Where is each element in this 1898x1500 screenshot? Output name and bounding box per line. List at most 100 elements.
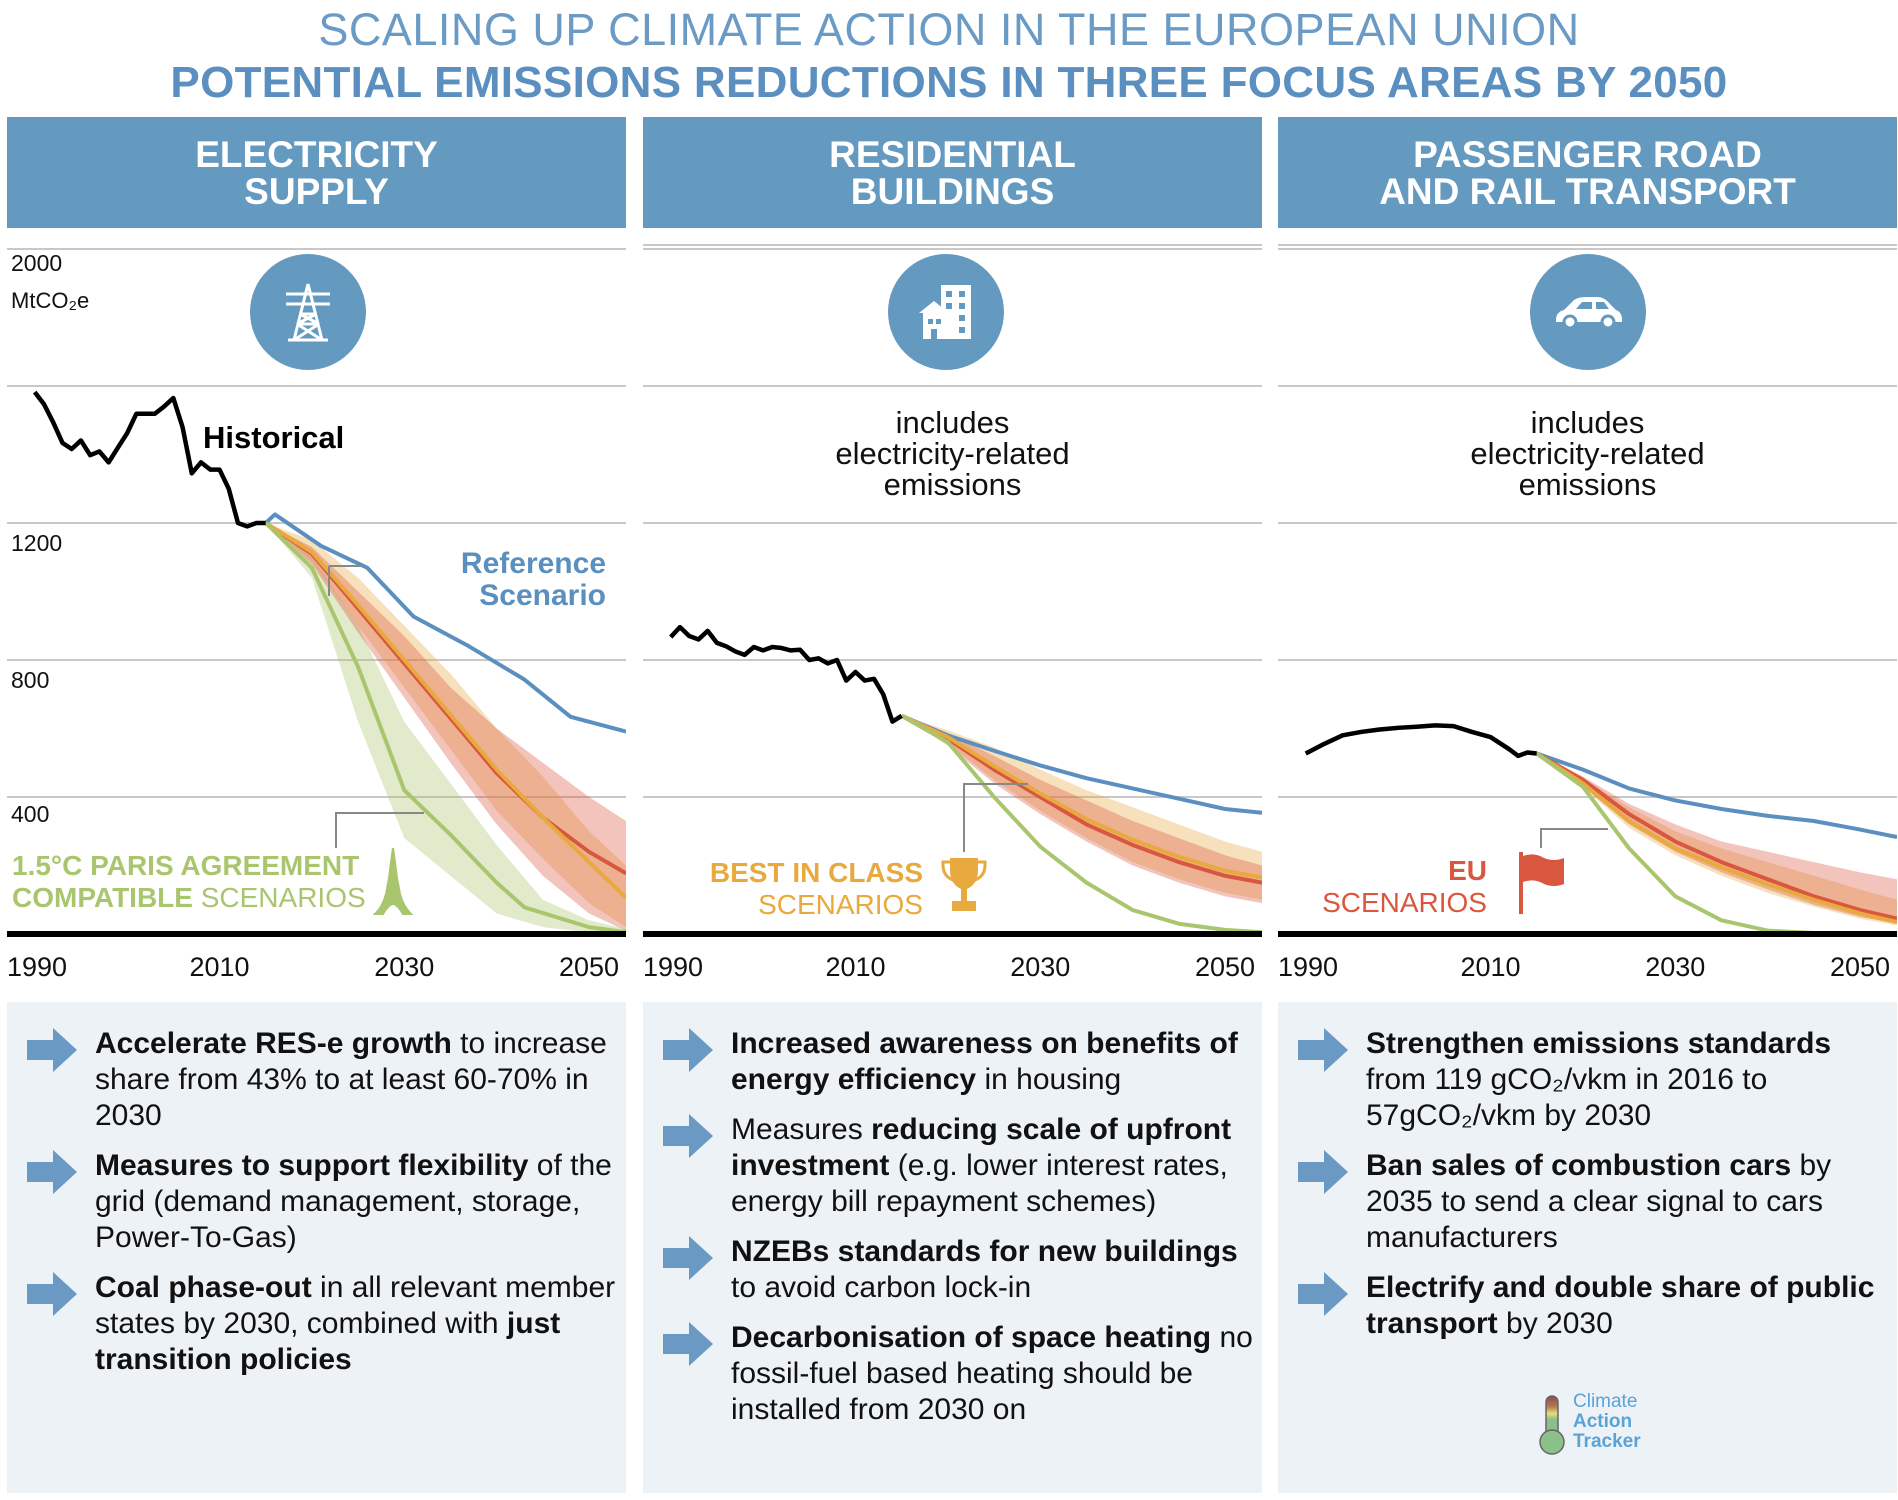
historical-label: Historical bbox=[203, 420, 345, 455]
reference-line bbox=[900, 713, 1262, 815]
eiffel-tower-icon bbox=[373, 848, 413, 915]
measures-panel: Increased awareness on benefits of energ… bbox=[643, 1002, 1262, 1493]
header-line: BUILDINGS bbox=[850, 170, 1055, 212]
title-line-1: SCALING UP CLIMATE ACTION IN THE EUROPEA… bbox=[318, 4, 1580, 55]
trophy-icon bbox=[941, 858, 987, 911]
logo-text: Action bbox=[1573, 1411, 1633, 1432]
measure-item: Electrify and double share of public tra… bbox=[1298, 1270, 1888, 1342]
chart bbox=[643, 244, 1262, 937]
scenario-line bbox=[900, 714, 1262, 935]
historical-line bbox=[32, 390, 266, 529]
measure-item: Increased awareness on benefits of energ… bbox=[663, 1026, 1253, 1098]
measure-item: Decarbonisation of space heating no foss… bbox=[663, 1320, 1253, 1428]
scenario-line bbox=[1535, 751, 1897, 924]
arrow-right-icon bbox=[663, 1114, 713, 1158]
measure-text-bold: just transition policies bbox=[95, 1307, 561, 1376]
arrow-right-icon bbox=[663, 1322, 713, 1366]
x-tick-label: 2050 bbox=[1194, 952, 1256, 982]
arrow-right-icon bbox=[27, 1272, 77, 1316]
reference-label-line: Reference bbox=[460, 547, 606, 580]
measure-text: Electrify and double share of public tra… bbox=[1366, 1270, 1891, 1342]
measure-text-bold: Electrify and double share of public tra… bbox=[1366, 1271, 1875, 1340]
measure-text-bold: Strengthen emissions standards bbox=[1366, 1027, 1832, 1060]
label-light: SCENARIOS bbox=[1322, 887, 1487, 918]
measure-text-bold: Measures to support flexibility bbox=[95, 1149, 529, 1182]
scenario-band bbox=[265, 523, 626, 931]
arrow-right-icon bbox=[27, 1150, 77, 1194]
scenario-line bbox=[900, 714, 1262, 880]
panel-header: PASSENGER ROAD AND RAIL TRANSPORT bbox=[1278, 117, 1897, 228]
scenario-band bbox=[1536, 753, 1897, 926]
panel-passenger-transport: PASSENGER ROAD AND RAIL TRANSPORT includ… bbox=[1278, 0, 1897, 1500]
measure-text-regular: in housing bbox=[976, 1063, 1122, 1096]
reference-line bbox=[1536, 751, 1897, 840]
buildings-icon bbox=[888, 254, 1004, 370]
reference-label-line: Scenario bbox=[479, 579, 606, 612]
note-line: electricity-related bbox=[1470, 436, 1705, 471]
x-tick-label: 2010 bbox=[189, 952, 250, 982]
measure-item: Accelerate RES-e growth to increase shar… bbox=[27, 1026, 617, 1134]
y-tick-label: 2000 bbox=[11, 250, 63, 276]
chart bbox=[1278, 244, 1897, 937]
x-tick-label: 2010 bbox=[825, 952, 886, 982]
measure-text-bold: Increased awareness on benefits of energ… bbox=[731, 1027, 1238, 1096]
measure-text-regular: no fossil-fuel based heating should be i… bbox=[731, 1321, 1253, 1426]
measure-item: Ban sales of combustion cars by 2035 to … bbox=[1298, 1148, 1888, 1256]
panel-residential-buildings: RESIDENTIAL BUILDINGS includes electrici… bbox=[643, 0, 1262, 1500]
x-tick-label: 1990 bbox=[6, 952, 68, 982]
panel-header: RESIDENTIAL BUILDINGS bbox=[643, 117, 1262, 228]
measure-text: Measures reducing scale of upfront inves… bbox=[731, 1112, 1256, 1220]
label-line: 1.5°C PARIS AGREEMENT bbox=[12, 850, 360, 881]
power-pylon-icon bbox=[250, 254, 366, 370]
measure-item: Measures to support flexibility of the g… bbox=[27, 1148, 617, 1256]
scenario-line bbox=[264, 521, 626, 935]
measure-text-regular: to increase share from 43% to at least 6… bbox=[95, 1027, 607, 1132]
label-bold: COMPATIBLE bbox=[12, 882, 193, 913]
label-bold: BEST IN CLASS bbox=[709, 857, 923, 888]
measure-text: Accelerate RES-e growth to increase shar… bbox=[95, 1026, 620, 1134]
logo-text: Tracker bbox=[1573, 1431, 1641, 1452]
panel-header: ELECTRICITY SUPPLY bbox=[7, 117, 626, 228]
note-line: includes bbox=[1530, 405, 1645, 440]
electricity-note: includes electricity-related emissions bbox=[643, 407, 1262, 500]
measure-text-bold: Coal phase-out bbox=[95, 1271, 312, 1304]
y-tick-label: 1200 bbox=[11, 530, 63, 556]
header-line: RESIDENTIAL bbox=[829, 133, 1076, 175]
arrow-right-icon bbox=[1298, 1028, 1348, 1072]
arrow-right-icon bbox=[1298, 1150, 1348, 1194]
arrow-right-icon bbox=[663, 1028, 713, 1072]
leader-line bbox=[335, 812, 424, 848]
header-line: PASSENGER ROAD bbox=[1413, 133, 1762, 175]
measure-text-regular: (e.g. lower interest rates, energy bill … bbox=[731, 1149, 1228, 1218]
x-tick-label: 2030 bbox=[1010, 952, 1071, 982]
measure-text-regular: of the grid (demand management, storage,… bbox=[95, 1149, 612, 1254]
x-tick-label: 2050 bbox=[1829, 952, 1891, 982]
x-tick-label: 2010 bbox=[1460, 952, 1521, 982]
header-line: AND RAIL TRANSPORT bbox=[1379, 170, 1796, 212]
title-line-2: POTENTIAL EMISSIONS REDUCTIONS IN THREE … bbox=[170, 58, 1728, 107]
best-in-class-label: BEST IN CLASS SCENARIOS bbox=[710, 857, 923, 921]
leader-line bbox=[1540, 828, 1608, 848]
note-line: electricity-related bbox=[835, 436, 1070, 471]
paris-scenarios-label: 1.5°C PARIS AGREEMENT COMPATIBLE SCENARI… bbox=[12, 850, 366, 914]
measure-text: NZEBs standards for new buildings to avo… bbox=[731, 1234, 1256, 1306]
measure-item: Strengthen emissions standards from 119 … bbox=[1298, 1026, 1888, 1134]
chart bbox=[7, 248, 626, 937]
x-tick-label: 2030 bbox=[374, 952, 435, 982]
leader-line bbox=[963, 783, 1028, 852]
measure-text-regular: Measures bbox=[731, 1113, 872, 1146]
measure-item: Measures reducing scale of upfront inves… bbox=[663, 1112, 1253, 1220]
scenario-line bbox=[264, 521, 626, 900]
x-tick-label: 1990 bbox=[1277, 952, 1339, 982]
arrow-right-icon bbox=[1298, 1272, 1348, 1316]
measure-text-regular: to avoid carbon lock-in bbox=[731, 1271, 1032, 1304]
scenario-band bbox=[265, 523, 626, 934]
scenario-line bbox=[1535, 751, 1897, 921]
eu-flag-icon bbox=[1519, 852, 1564, 914]
reference-line bbox=[264, 512, 626, 734]
measure-text-bold: reducing scale of upfront investment bbox=[731, 1113, 1232, 1182]
y-tick-label: 400 bbox=[11, 801, 50, 827]
x-tick-label: 2050 bbox=[558, 952, 620, 982]
label-light: SCENARIOS bbox=[192, 882, 366, 913]
measures-panel: Accelerate RES-e growth to increase shar… bbox=[7, 1002, 626, 1493]
